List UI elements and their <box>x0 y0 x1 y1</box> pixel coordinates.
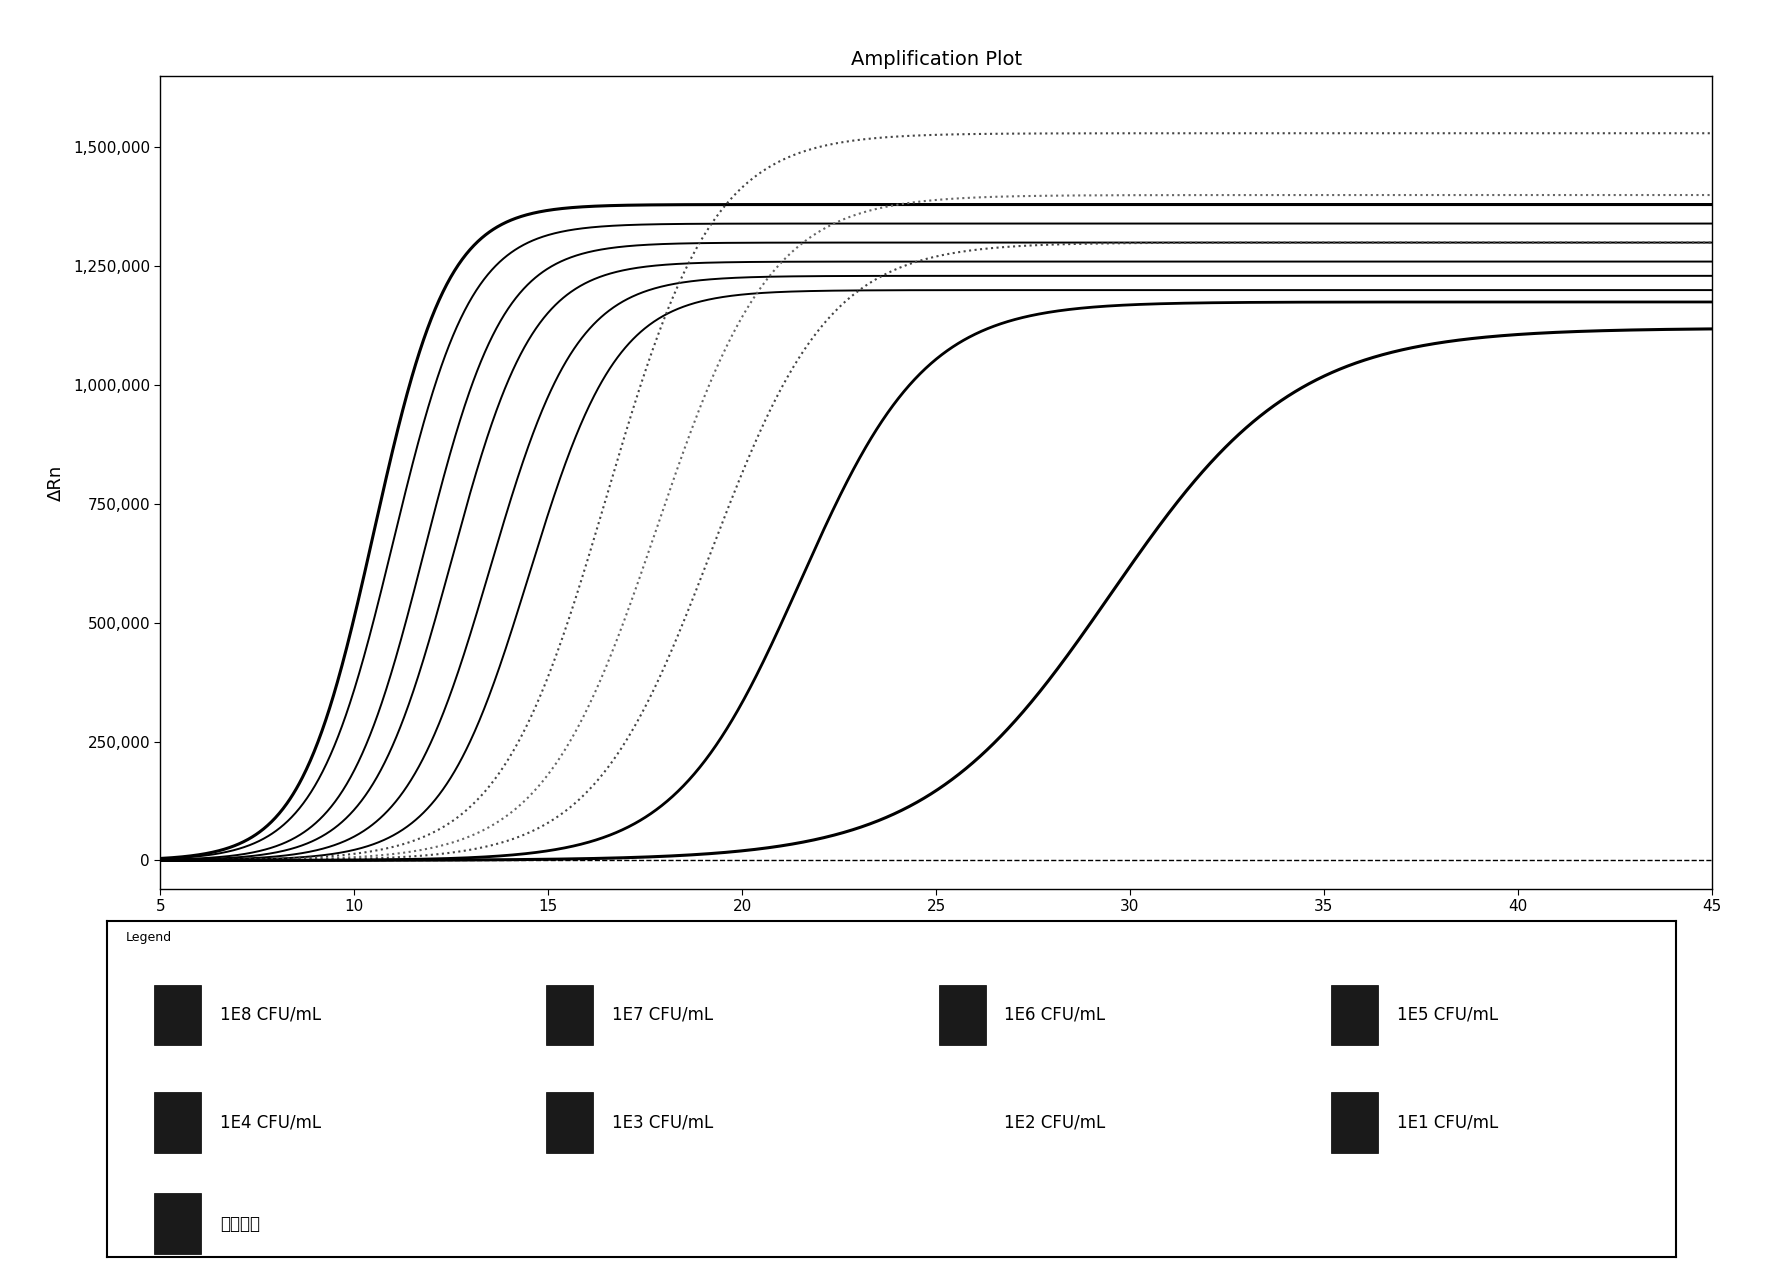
FancyBboxPatch shape <box>153 1092 201 1153</box>
Text: 1E3 CFU/mL: 1E3 CFU/mL <box>611 1114 713 1132</box>
Text: 1E4 CFU/mL: 1E4 CFU/mL <box>219 1114 321 1132</box>
Text: 1E6 CFU/mL: 1E6 CFU/mL <box>1003 1006 1105 1024</box>
FancyBboxPatch shape <box>937 984 985 1045</box>
Text: Legend: Legend <box>127 931 171 944</box>
X-axis label: Cycle: Cycle <box>911 923 960 941</box>
Text: 1E2 CFU/mL: 1E2 CFU/mL <box>1003 1114 1105 1132</box>
Y-axis label: ΔRn: ΔRn <box>46 465 64 500</box>
Text: 1E1 CFU/mL: 1E1 CFU/mL <box>1395 1114 1497 1132</box>
FancyBboxPatch shape <box>153 1194 201 1253</box>
Text: 1E5 CFU/mL: 1E5 CFU/mL <box>1395 1006 1497 1024</box>
Text: 1E7 CFU/mL: 1E7 CFU/mL <box>611 1006 713 1024</box>
FancyBboxPatch shape <box>1329 984 1377 1045</box>
FancyBboxPatch shape <box>1329 1092 1377 1153</box>
FancyBboxPatch shape <box>545 1092 593 1153</box>
Text: 阴性对照: 阴性对照 <box>219 1214 260 1233</box>
Text: 1E8 CFU/mL: 1E8 CFU/mL <box>219 1006 321 1024</box>
Title: Amplification Plot: Amplification Plot <box>850 50 1021 69</box>
FancyBboxPatch shape <box>545 984 593 1045</box>
FancyBboxPatch shape <box>153 984 201 1045</box>
